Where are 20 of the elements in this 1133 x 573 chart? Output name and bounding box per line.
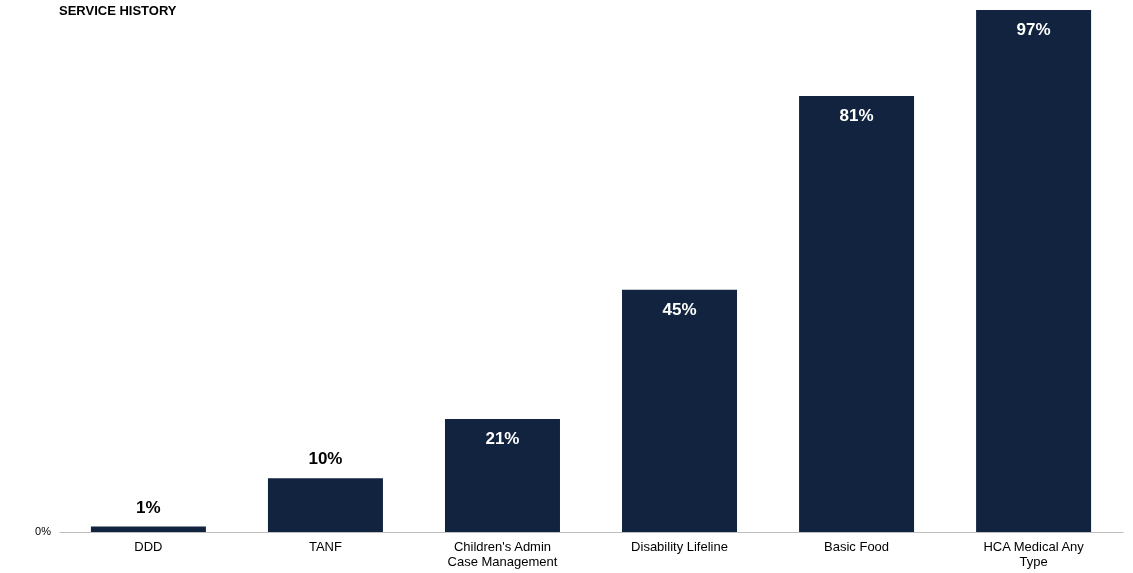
bar xyxy=(976,10,1092,532)
x-tick-label: Basic Food xyxy=(824,538,890,554)
x-tick-label: HCA Medical Any Type xyxy=(983,538,1085,569)
data-label: 45% xyxy=(662,299,697,319)
bar xyxy=(799,96,915,532)
x-tick-label: DDD xyxy=(134,538,163,554)
bar xyxy=(267,478,383,532)
data-label: 81% xyxy=(839,106,874,126)
bar xyxy=(90,526,206,532)
x-tick-label: TANF xyxy=(308,538,342,554)
x-tick-label: Disability Lifeline xyxy=(631,538,728,554)
text: 0% xyxy=(35,525,52,537)
data-label: 21% xyxy=(485,428,520,448)
data-label: 97% xyxy=(1016,20,1051,39)
bar xyxy=(444,418,560,532)
data-label: 1% xyxy=(136,497,161,517)
data-label: 10% xyxy=(308,449,343,469)
x-tick-label: Children's Admin Case Management xyxy=(447,538,558,569)
bar xyxy=(622,289,738,532)
chart-title: SERVICE HISTORY xyxy=(59,3,177,18)
